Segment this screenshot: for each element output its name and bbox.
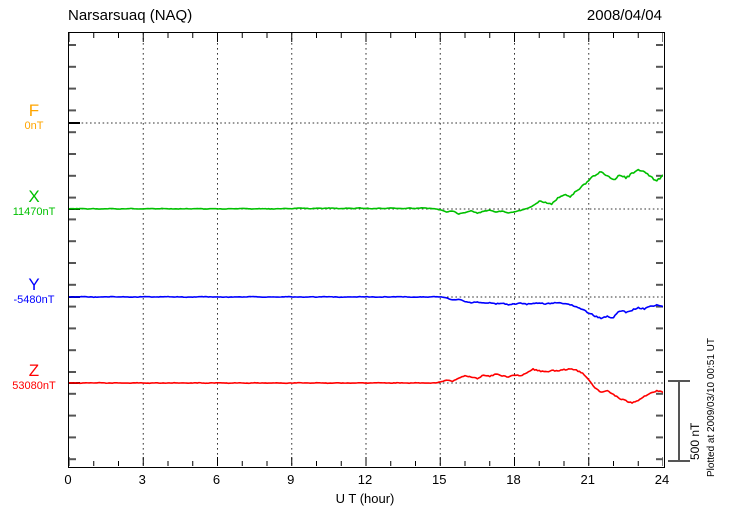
x-tick-21: 21: [580, 472, 595, 487]
x-axis-label: U T (hour): [335, 491, 395, 506]
component-baseline-z: 53080nT: [12, 380, 56, 392]
component-symbol-x: X: [28, 187, 40, 206]
x-tick-9: 9: [287, 472, 295, 487]
x-tick-3: 3: [138, 472, 146, 487]
component-label-f: F 0nT: [0, 102, 68, 133]
component-label-y: Y -5480nT: [0, 276, 68, 307]
x-tick-24: 24: [654, 472, 670, 487]
magnetogram-svg: [69, 33, 663, 466]
x-tick-12: 12: [357, 472, 373, 487]
component-symbol-y: Y: [28, 275, 40, 294]
x-tick-0: 0: [64, 472, 72, 487]
component-symbol-z: Z: [28, 361, 40, 380]
scale-bar-label: 500 nT: [688, 422, 702, 460]
component-baseline-y: -5480nT: [13, 294, 55, 306]
component-label-x: X 11470nT: [0, 188, 68, 219]
x-tick-6: 6: [212, 472, 221, 487]
x-tick-18: 18: [506, 472, 521, 487]
observation-date: 2008/04/04: [586, 7, 662, 24]
scale-bar: [668, 380, 690, 462]
component-baseline-x: 11470nT: [12, 206, 56, 218]
page-title: Narsarsuaq (NAQ): [68, 7, 193, 24]
plot-area: [68, 32, 665, 468]
plotted-timestamp: Plotted at 2009/03/10 00:51 UT: [706, 338, 717, 477]
component-baseline-f: 0nT: [24, 120, 44, 132]
x-tick-15: 15: [432, 472, 447, 487]
component-label-z: Z 53080nT: [0, 362, 68, 393]
component-symbol-f: F: [28, 101, 40, 120]
